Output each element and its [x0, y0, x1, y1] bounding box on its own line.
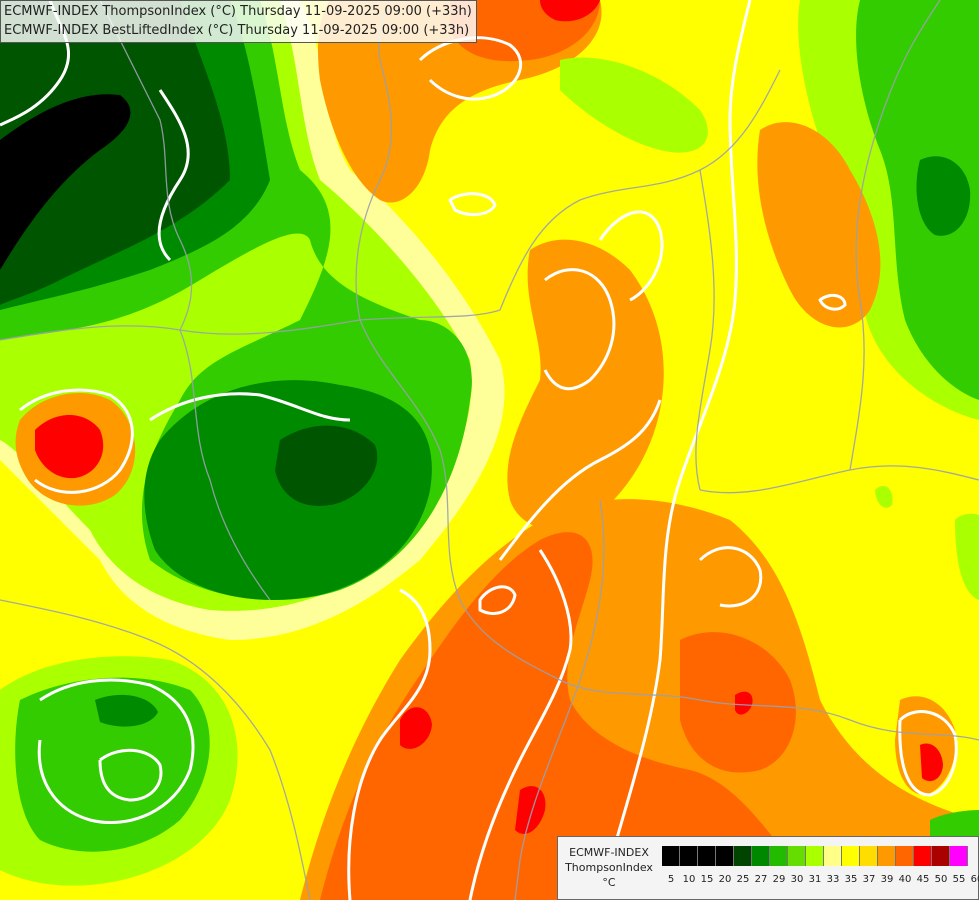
legend-tick-label: 25 [736, 874, 750, 885]
legend-tick-label: 40 [898, 874, 912, 885]
legend-swatch [752, 846, 770, 866]
red-cell-far-east [920, 743, 943, 782]
legend-swatch [788, 846, 806, 866]
title-best-lifted-index: ECMWF-INDEX BestLiftedIndex (°C) Thursda… [4, 23, 470, 38]
red-cell-west [35, 415, 104, 479]
legend-swatch [680, 846, 698, 866]
lime-zone-north [560, 57, 708, 153]
legend-swatch [878, 846, 896, 866]
legend-tick-label: 20 [718, 874, 732, 885]
legend-tick-label: 10 [682, 874, 696, 885]
red-cell-south-1 [400, 707, 432, 749]
legend-tick-label: 50 [934, 874, 948, 885]
lime-cell-east [875, 485, 893, 508]
dark-green-cell-southwest [95, 694, 158, 727]
legend-unit: °C [602, 876, 616, 889]
legend-swatch [842, 846, 860, 866]
legend-swatch [824, 846, 842, 866]
orange-zone-central [507, 239, 664, 531]
dark-orange-zone-south [320, 532, 800, 900]
legend-tick-label: 31 [808, 874, 822, 885]
legend-tick-label: 45 [916, 874, 930, 885]
legend-swatch [734, 846, 752, 866]
legend-tick-label: 5 [667, 874, 675, 885]
legend-swatches [662, 846, 968, 866]
legend-swatch [770, 846, 788, 866]
legend-tick-label: 55 [952, 874, 966, 885]
orange-zone-east [757, 122, 881, 328]
legend-ticks: 5 10 15 20 25 27 29 30 31 33 35 37 39 40 45 50 55 60 [662, 874, 979, 885]
legend-model: ECMWF-INDEX [569, 846, 649, 859]
dark-green-zone-central [275, 425, 378, 506]
legend-label: ECMWF-INDEX ThompsonIndex °C [560, 845, 658, 890]
dark-green-zone-north [0, 0, 230, 305]
lime-cell-far-east [955, 513, 979, 600]
legend-tick-label: 37 [862, 874, 876, 885]
legend-tick-label: 15 [700, 874, 714, 885]
legend-swatch [860, 846, 878, 866]
legend-tick-label: 60 [970, 874, 979, 885]
legend-swatch [716, 846, 734, 866]
map-title-box: ECMWF-INDEX ThompsonIndex (°C) Thursday … [0, 0, 477, 43]
legend-tick-label: 35 [844, 874, 858, 885]
legend-tick-label: 29 [772, 874, 786, 885]
legend-swatch [662, 846, 680, 866]
legend-swatch [896, 846, 914, 866]
legend-swatch [950, 846, 968, 866]
legend-swatch [914, 846, 932, 866]
dark-green-zone-northeast [916, 156, 971, 236]
red-cell-south-3 [735, 691, 753, 715]
title-thompson-index: ECMWF-INDEX ThompsonIndex (°C) Thursday … [4, 4, 472, 19]
color-legend: ECMWF-INDEX ThompsonIndex °C 5 10 15 20 25 27… [557, 836, 979, 900]
legend-swatch [932, 846, 950, 866]
legend-swatch [698, 846, 716, 866]
legend-tick-label: 39 [880, 874, 894, 885]
legend-tick-label: 30 [790, 874, 804, 885]
legend-tick-label: 33 [826, 874, 840, 885]
black-zone-north [0, 94, 131, 270]
legend-parameter: ThompsonIndex [565, 861, 653, 874]
legend-swatch [806, 846, 824, 866]
red-cell-south-2 [515, 786, 546, 834]
red-cell-north [540, 0, 600, 22]
legend-tick-label: 27 [754, 874, 768, 885]
